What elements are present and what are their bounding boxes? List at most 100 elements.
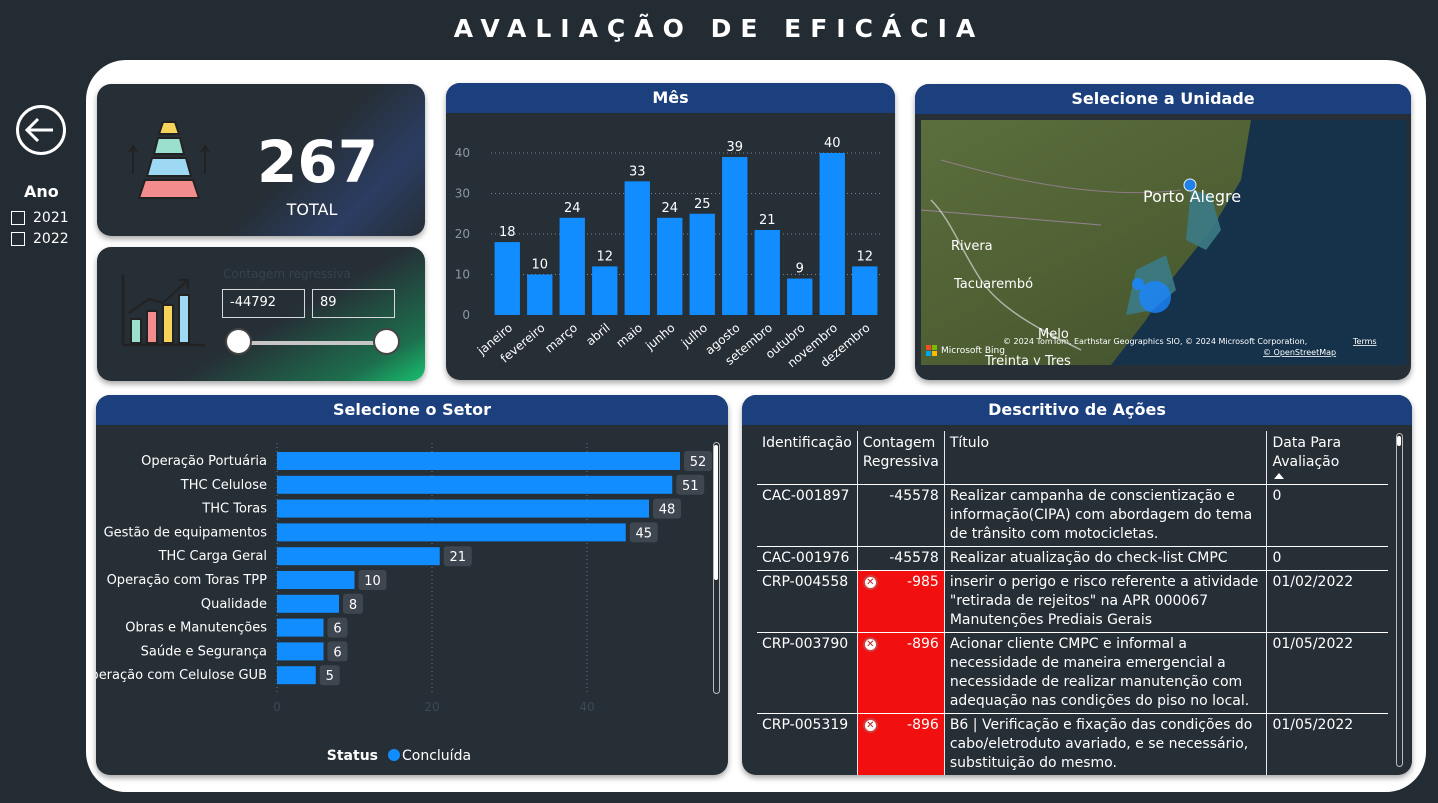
cell-identificacao-text: CRP-005319: [762, 717, 849, 733]
data-label: 24: [661, 201, 678, 216]
checkbox[interactable]: [11, 211, 25, 225]
page-title: AVALIAÇÃO DE EFICÁCIA: [453, 14, 985, 43]
bar-setor[interactable]: [277, 523, 626, 542]
mes-bar-chart[interactable]: 01020304018janeiro10fevereiro24março12ab…: [446, 83, 895, 380]
cell-data-text: 01/02/2022: [1272, 574, 1354, 590]
ano-option-label: 2022: [33, 231, 69, 247]
col-data[interactable]: Data Para Avaliação: [1266, 431, 1388, 485]
bar-março[interactable]: [559, 217, 585, 315]
map-terms-link[interactable]: Terms: [1352, 337, 1377, 346]
bar-agosto[interactable]: [722, 157, 748, 315]
ano-option-2021[interactable]: 2021: [11, 210, 69, 226]
col-data-label: Data Para Avaliação: [1272, 435, 1342, 470]
bar-fevereiro[interactable]: [527, 274, 553, 316]
cell-data[interactable]: 01/05/2022: [1266, 713, 1388, 775]
bar-outubro[interactable]: [787, 278, 813, 315]
col-identificacao[interactable]: Identificação: [757, 431, 858, 485]
bar-dezembro[interactable]: [852, 266, 878, 315]
bar-maio[interactable]: [624, 181, 650, 315]
bar-abril[interactable]: [592, 266, 618, 315]
ano-option-2022[interactable]: 2022: [11, 231, 69, 247]
bar-setor[interactable]: [277, 571, 355, 589]
cell-data[interactable]: 0: [1266, 484, 1388, 547]
table-row[interactable]: CRP-005319 ✕ -896 B6 | Verificação e fixaçã…: [757, 713, 1388, 775]
table-row[interactable]: CAC-001897 -45578 Realizar campanha de con…: [757, 484, 1388, 547]
table-row[interactable]: CRP-004558 ✕ -985 inserir o perigo e risco …: [757, 570, 1388, 633]
cell-identificacao[interactable]: CRP-004558: [757, 570, 858, 633]
checkbox[interactable]: [11, 232, 25, 246]
category-label: Saúde e Segurança: [141, 644, 267, 659]
map-bubble-large[interactable]: [1139, 281, 1171, 313]
slider-max-handle[interactable]: [373, 328, 400, 355]
cell-data[interactable]: 01/05/2022: [1266, 632, 1388, 714]
cell-contagem[interactable]: ✕ -896: [856, 713, 945, 775]
legend-item[interactable]: Concluída: [402, 748, 471, 764]
cell-data[interactable]: 0: [1266, 546, 1388, 571]
map-osm-link[interactable]: © OpenStreetMap: [1263, 348, 1336, 357]
cell-titulo[interactable]: inserir o perigo e risco referente a ati…: [943, 570, 1267, 633]
y-tick-label: 0: [462, 308, 470, 322]
bar-setor[interactable]: [277, 499, 649, 518]
acoes-table-title: Descritivo de Ações: [742, 395, 1412, 425]
cell-identificacao[interactable]: CAC-001897: [757, 484, 858, 547]
bing-label: Microsoft Bing: [941, 346, 1005, 356]
bar-setor[interactable]: [277, 452, 680, 470]
cell-titulo[interactable]: Realizar campanha de conscientização e i…: [943, 484, 1267, 547]
back-button[interactable]: [16, 105, 66, 155]
cell-data-text: 01/05/2022: [1272, 636, 1354, 652]
bar-setor[interactable]: [277, 618, 324, 637]
data-label-bg: [653, 498, 681, 519]
table-row[interactable]: CRP-003790 ✕ -896 Acionar cliente CMPC e in…: [757, 632, 1388, 714]
cell-identificacao[interactable]: CAC-001976: [757, 546, 858, 571]
data-label: 21: [449, 550, 466, 565]
table-row[interactable]: CAC-001976 -45578 Realizar atualização do …: [757, 546, 1388, 571]
bar-janeiro[interactable]: [494, 242, 520, 315]
slider-max-input[interactable]: 89: [312, 289, 395, 318]
bar-setor[interactable]: [277, 666, 316, 685]
cell-contagem[interactable]: ✕ -896: [856, 632, 945, 714]
cell-contagem[interactable]: -45578: [856, 546, 945, 571]
bar-setor[interactable]: [277, 642, 324, 661]
bar-setembro[interactable]: [754, 229, 780, 315]
contagem-slicer-card: Contagem regressiva -44792 89: [97, 247, 425, 381]
legend-dot-icon[interactable]: [388, 749, 400, 761]
slider-track[interactable]: [238, 341, 388, 345]
map-card: Selecione a Unidade Porto Alegre Rivera …: [915, 84, 1411, 380]
cell-contagem-text: -45578: [889, 488, 939, 504]
cell-titulo[interactable]: Realizar atualização do check-list CMPC: [943, 546, 1267, 571]
bar-junho[interactable]: [657, 217, 683, 315]
setor-scrollbar[interactable]: [713, 442, 720, 694]
category-label: Obras e Manutenções: [125, 621, 267, 636]
bing-logo-icon: [926, 345, 937, 356]
map-view[interactable]: Porto Alegre Rivera Tacuarembó Melo Trei…: [921, 120, 1407, 365]
cell-titulo[interactable]: B6 | Verificação e fixação das condições…: [943, 713, 1267, 775]
bar-julho[interactable]: [689, 213, 715, 315]
cell-identificacao[interactable]: CRP-005319: [757, 713, 858, 775]
setor-bar-chart[interactable]: 0 20 40 Operação Portuária 52 THC Celulose 51 T…: [96, 395, 728, 775]
bar-setor[interactable]: [277, 475, 673, 494]
bar-setor[interactable]: [277, 547, 440, 566]
data-label: 10: [531, 258, 548, 273]
bar-novembro[interactable]: [819, 153, 845, 315]
cell-contagem[interactable]: ✕ -985: [856, 570, 945, 633]
data-label: 48: [659, 503, 676, 518]
col-titulo[interactable]: Título: [943, 431, 1267, 485]
map-bubble-porto-alegre[interactable]: [1183, 178, 1197, 192]
col-contagem[interactable]: Contagem Regressiva: [856, 431, 945, 485]
sort-asc-icon[interactable]: [1274, 473, 1285, 479]
acoes-scrollbar[interactable]: [1396, 433, 1403, 767]
map-bubble[interactable]: [1132, 278, 1144, 290]
acoes-scroll-thumb[interactable]: [1397, 436, 1401, 446]
cell-data[interactable]: 01/02/2022: [1266, 570, 1388, 633]
data-label: 21: [759, 213, 776, 228]
setor-scroll-thumb[interactable]: [714, 445, 718, 580]
cell-titulo[interactable]: Acionar cliente CMPC e informal a necess…: [943, 632, 1267, 714]
cell-contagem[interactable]: -45578: [856, 484, 945, 547]
bar-setor[interactable]: [277, 594, 339, 613]
cell-contagem-text: -985: [907, 574, 939, 590]
map-canvas[interactable]: Porto Alegre Rivera Tacuarembó Melo Trei…: [921, 120, 1407, 365]
data-label-bg: [327, 617, 348, 638]
slider-min-input[interactable]: -44792: [222, 289, 305, 318]
cell-identificacao[interactable]: CRP-003790: [757, 632, 858, 714]
slider-min-handle[interactable]: [225, 328, 252, 355]
